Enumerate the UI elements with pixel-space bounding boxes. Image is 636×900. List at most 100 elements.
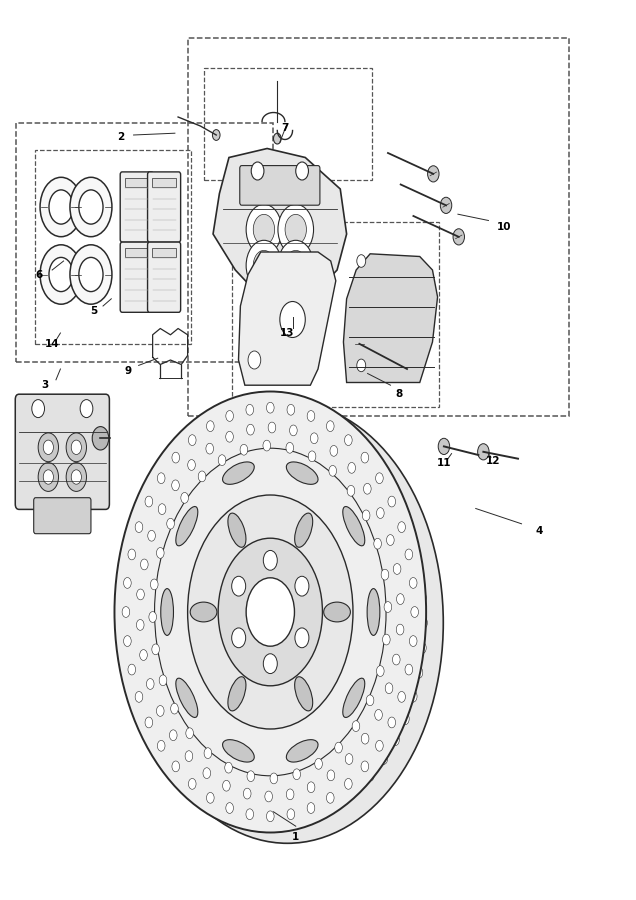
Circle shape <box>366 464 374 476</box>
Text: 12: 12 <box>487 455 501 466</box>
Circle shape <box>207 421 214 432</box>
FancyBboxPatch shape <box>120 172 153 242</box>
Circle shape <box>319 803 327 815</box>
Circle shape <box>335 742 342 753</box>
Circle shape <box>172 452 179 463</box>
Bar <box>125 178 149 187</box>
Circle shape <box>152 567 160 579</box>
FancyBboxPatch shape <box>15 394 109 509</box>
Circle shape <box>32 400 45 418</box>
Circle shape <box>169 730 177 741</box>
Ellipse shape <box>310 611 329 625</box>
Circle shape <box>478 444 489 460</box>
Circle shape <box>411 607 418 617</box>
Circle shape <box>146 679 154 689</box>
Circle shape <box>206 443 214 454</box>
Circle shape <box>377 508 384 518</box>
Circle shape <box>401 713 409 725</box>
Circle shape <box>135 691 143 702</box>
Circle shape <box>364 483 371 494</box>
Circle shape <box>149 642 157 653</box>
Circle shape <box>152 644 160 655</box>
Circle shape <box>253 214 275 245</box>
FancyBboxPatch shape <box>120 242 153 312</box>
Circle shape <box>232 439 240 451</box>
Circle shape <box>158 690 166 702</box>
Circle shape <box>268 422 276 433</box>
Circle shape <box>376 472 384 483</box>
Circle shape <box>232 628 245 648</box>
Ellipse shape <box>228 513 246 547</box>
Circle shape <box>247 770 254 781</box>
Circle shape <box>226 803 233 814</box>
Circle shape <box>225 762 232 773</box>
Circle shape <box>123 635 131 646</box>
Circle shape <box>266 402 274 413</box>
Circle shape <box>326 792 334 803</box>
Circle shape <box>409 544 417 555</box>
Circle shape <box>286 443 294 454</box>
Circle shape <box>149 592 157 604</box>
Ellipse shape <box>286 462 318 484</box>
Ellipse shape <box>252 476 283 494</box>
Polygon shape <box>213 148 347 302</box>
Circle shape <box>375 709 382 720</box>
Circle shape <box>232 795 240 806</box>
Circle shape <box>352 721 360 732</box>
Circle shape <box>188 435 196 446</box>
Circle shape <box>246 578 294 646</box>
Circle shape <box>203 768 211 778</box>
Circle shape <box>301 807 309 819</box>
Circle shape <box>246 809 254 820</box>
Ellipse shape <box>219 726 245 753</box>
Circle shape <box>141 559 148 570</box>
Circle shape <box>188 752 196 764</box>
Circle shape <box>185 751 193 761</box>
Circle shape <box>188 482 196 493</box>
Ellipse shape <box>176 679 198 717</box>
Circle shape <box>266 807 274 819</box>
Circle shape <box>438 438 450 454</box>
Circle shape <box>38 433 59 462</box>
Circle shape <box>335 439 343 451</box>
Text: 7: 7 <box>281 122 289 133</box>
Circle shape <box>156 706 164 716</box>
Circle shape <box>226 410 233 421</box>
Circle shape <box>176 734 184 745</box>
Circle shape <box>388 496 396 507</box>
Circle shape <box>275 312 285 327</box>
Circle shape <box>348 463 356 473</box>
Circle shape <box>232 576 245 596</box>
Circle shape <box>293 769 301 779</box>
Ellipse shape <box>294 513 313 547</box>
Circle shape <box>351 451 359 463</box>
Circle shape <box>401 521 409 533</box>
Ellipse shape <box>294 677 313 711</box>
Text: 9: 9 <box>125 365 132 376</box>
Circle shape <box>354 336 365 352</box>
Circle shape <box>216 451 224 463</box>
Circle shape <box>398 522 405 533</box>
Circle shape <box>391 734 399 745</box>
Circle shape <box>398 691 405 702</box>
Circle shape <box>248 803 256 815</box>
Text: 2: 2 <box>117 131 125 142</box>
Circle shape <box>128 549 135 560</box>
Text: 8: 8 <box>396 389 403 400</box>
Circle shape <box>384 601 392 612</box>
Circle shape <box>49 190 73 224</box>
Circle shape <box>295 576 309 596</box>
Circle shape <box>393 563 401 574</box>
Circle shape <box>366 695 374 706</box>
Ellipse shape <box>329 492 356 519</box>
Ellipse shape <box>223 462 254 484</box>
Circle shape <box>287 809 294 820</box>
Circle shape <box>392 654 400 665</box>
Circle shape <box>381 569 389 580</box>
Circle shape <box>410 635 417 646</box>
Circle shape <box>151 579 158 590</box>
Circle shape <box>366 770 374 781</box>
Ellipse shape <box>378 573 391 616</box>
Ellipse shape <box>324 602 350 622</box>
FancyBboxPatch shape <box>240 166 320 205</box>
